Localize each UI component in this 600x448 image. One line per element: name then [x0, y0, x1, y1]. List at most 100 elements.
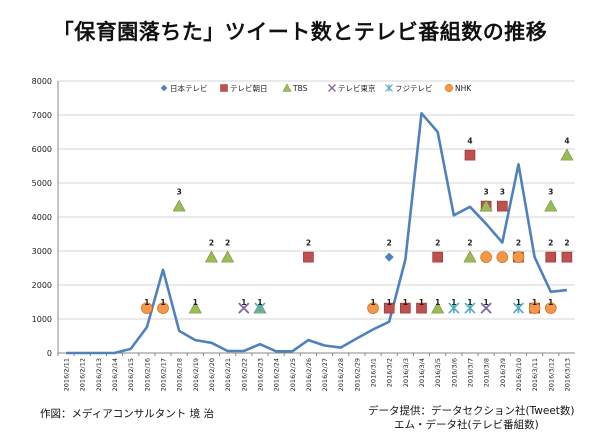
- data-label: 1: [419, 298, 424, 307]
- x-tick-label: 2016/2/19: [192, 358, 200, 391]
- marker-square: [496, 200, 508, 212]
- x-tick-label: 2016/3/13: [563, 358, 571, 391]
- x-tick-label: 2016/2/11: [63, 358, 71, 391]
- x-tick-label: 2016/2/15: [127, 358, 135, 391]
- data-label: 3: [548, 188, 553, 197]
- marker-star: [512, 302, 525, 314]
- x-tick-label: 2016/3/9: [499, 358, 507, 387]
- legend-marker-shape: [444, 83, 454, 93]
- marker-circle: [528, 302, 541, 314]
- marker-diamond: [383, 251, 395, 263]
- legend-marker: [385, 84, 393, 92]
- y-tick-label: 6000: [32, 145, 52, 154]
- y-tick-label: 8000: [32, 77, 52, 86]
- data-label: 4: [467, 137, 472, 146]
- x-tick-label: 2016/2/27: [321, 358, 329, 391]
- x-tick-label: 2016/3/7: [466, 358, 474, 387]
- marker-triangle: [544, 199, 558, 212]
- data-label: 2: [225, 239, 230, 248]
- marker-stroke: [328, 84, 336, 92]
- marker-triangle: [221, 250, 235, 263]
- data-label: 2: [387, 239, 392, 248]
- x-tick-label: 2016/2/22: [240, 358, 248, 391]
- marker-stroke: [238, 302, 250, 314]
- data-label: 1: [467, 298, 472, 307]
- marker-circle: [512, 251, 525, 263]
- data-credit-line-1: データ提供：データセクション社(Tweet数): [368, 405, 575, 417]
- x-tick-label: 2016/3/8: [483, 358, 491, 387]
- legend-marker-shape: [220, 84, 228, 92]
- program-markers: [141, 148, 574, 314]
- data-label: 1: [241, 298, 246, 307]
- y-tick-label: 2000: [32, 281, 52, 290]
- marker-circle: [157, 302, 169, 314]
- marker-square: [432, 251, 443, 263]
- data-label: 2: [306, 239, 311, 248]
- y-tick-label: 7000: [32, 111, 52, 120]
- author-credit: 作図：メディアコンサルタント 境 治: [40, 408, 214, 420]
- tweet-line-path: [66, 112, 568, 355]
- data-label: 3: [177, 188, 182, 197]
- legend-label: テレビ東京: [338, 83, 376, 93]
- legend-label: TBS: [292, 84, 308, 93]
- data-credit: データ提供：データセクション社(Tweet数) エム・データ社(テレビ番組数): [368, 404, 575, 432]
- x-axis: 2016/2/11 2016/2/12 2016/2/13 2016/2/14 2016…: [57, 353, 571, 391]
- legend-marker-shape: [282, 83, 292, 92]
- data-label: 3: [500, 188, 505, 197]
- legend-marker-shape: [385, 84, 393, 92]
- data-label: 2: [548, 239, 553, 248]
- data-label: 1: [257, 298, 262, 307]
- x-tick-label: 2016/3/6: [450, 358, 458, 387]
- marker-square: [416, 302, 427, 314]
- x-tick-label: 2016/3/4: [418, 358, 426, 387]
- x-tick-label: 2016/2/26: [305, 358, 313, 391]
- data-label: 1: [160, 298, 165, 307]
- x-tick-label: 2016/2/17: [160, 358, 168, 391]
- data-label: 4: [564, 137, 569, 146]
- data-label: 1: [451, 298, 456, 307]
- marker-square: [545, 251, 557, 263]
- marker-triangle: [479, 199, 493, 212]
- marker-circle: [141, 302, 153, 314]
- marker-triangle: [188, 301, 202, 314]
- data-label: 1: [193, 298, 198, 307]
- marker-square: [561, 251, 573, 263]
- data-label: 1: [387, 298, 392, 307]
- data-label: 2: [435, 239, 440, 248]
- x-tick-label: 2016/2/20: [208, 358, 216, 391]
- data-label: 1: [144, 298, 149, 307]
- data-label: 1: [516, 298, 521, 307]
- data-label: 1: [548, 298, 553, 307]
- x-tick-label: 2016/3/1: [370, 358, 378, 387]
- marker-triangle: [431, 301, 445, 314]
- marker-square: [400, 302, 411, 314]
- x-tick-label: 2016/2/24: [273, 358, 281, 391]
- data-label: 2: [516, 239, 521, 248]
- marker-star: [254, 302, 266, 314]
- y-axis: 0 1000 2000 3000 4000 5000 6000 7000 8000: [32, 77, 52, 358]
- x-tick-label: 2016/3/2: [386, 358, 394, 387]
- x-tick-label: 2016/2/14: [111, 358, 119, 391]
- x-tick-label: 2016/3/12: [547, 358, 555, 391]
- legend-marker: [282, 83, 292, 92]
- legend-marker: [160, 84, 168, 92]
- y-tick-label: 0: [47, 349, 52, 358]
- grid: [57, 80, 575, 354]
- legend-marker: [328, 84, 336, 92]
- data-label: 1: [532, 298, 537, 307]
- marker-triangle: [463, 250, 477, 263]
- x-tick-label: 2016/2/16: [143, 358, 151, 391]
- x-tick-label: 2016/2/12: [79, 358, 87, 391]
- x-tick-label: 2016/3/3: [402, 358, 410, 387]
- data-label: 1: [435, 298, 440, 307]
- marker-circle: [480, 251, 492, 263]
- marker-x: [480, 302, 492, 314]
- marker-circle: [367, 302, 379, 314]
- tweet-line: [66, 112, 568, 355]
- marker-x: [238, 302, 250, 314]
- data-label: 2: [209, 239, 214, 248]
- legend-marker-shape: [160, 84, 168, 92]
- data-label: 1: [370, 298, 375, 307]
- marker-circle: [544, 302, 557, 314]
